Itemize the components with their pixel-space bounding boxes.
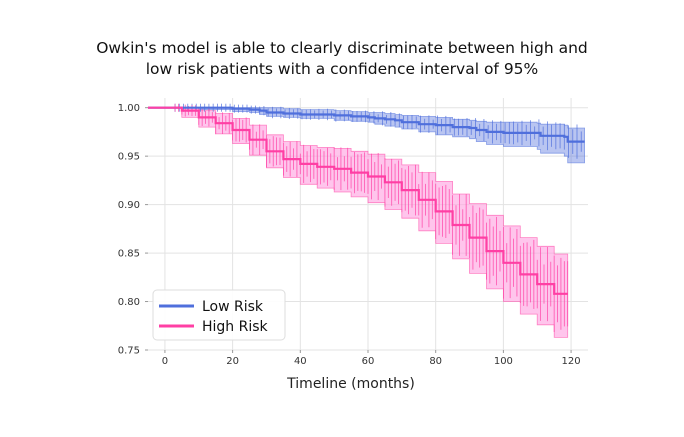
y-tick-label-1: 0.80 xyxy=(118,297,140,308)
x-tick-label-5: 100 xyxy=(494,356,513,367)
chart-title-line-2: low risk patients with a confidence inte… xyxy=(145,60,539,78)
low-risk-survival-line xyxy=(148,106,585,143)
chart-title-line-1: Owkin's model is able to clearly discrim… xyxy=(96,39,588,57)
y-tick-label-2: 0.85 xyxy=(118,249,140,260)
chart-title: Owkin's model is able to clearly discrim… xyxy=(92,38,592,80)
legend-label-high-risk: High Risk xyxy=(202,319,269,335)
x-tick-label-3: 60 xyxy=(362,356,375,367)
legend: Low Risk High Risk xyxy=(152,289,286,341)
y-tick-label-0: 0.75 xyxy=(118,346,140,357)
survival-lines xyxy=(148,106,585,295)
x-tick-label-0: 0 xyxy=(162,356,168,367)
high-risk-confidence-band xyxy=(148,107,569,338)
legend-label-low-risk: Low Risk xyxy=(202,299,264,315)
x-axis-label: Timeline (months) xyxy=(286,376,415,392)
y-axis: 0.75 0.80 0.85 0.90 0.95 1.00 xyxy=(118,103,148,357)
y-tick-label-4: 0.95 xyxy=(118,152,140,163)
high-risk-survival-line xyxy=(148,106,568,295)
x-axis: 0 20 40 60 80 100 120 xyxy=(162,350,581,367)
x-tick-label-6: 120 xyxy=(562,356,581,367)
x-tick-label-2: 40 xyxy=(294,356,307,367)
y-tick-label-3: 0.90 xyxy=(118,200,140,211)
y-tick-label-5: 1.00 xyxy=(118,103,140,114)
x-tick-label-1: 20 xyxy=(226,356,239,367)
x-tick-label-4: 80 xyxy=(429,356,442,367)
